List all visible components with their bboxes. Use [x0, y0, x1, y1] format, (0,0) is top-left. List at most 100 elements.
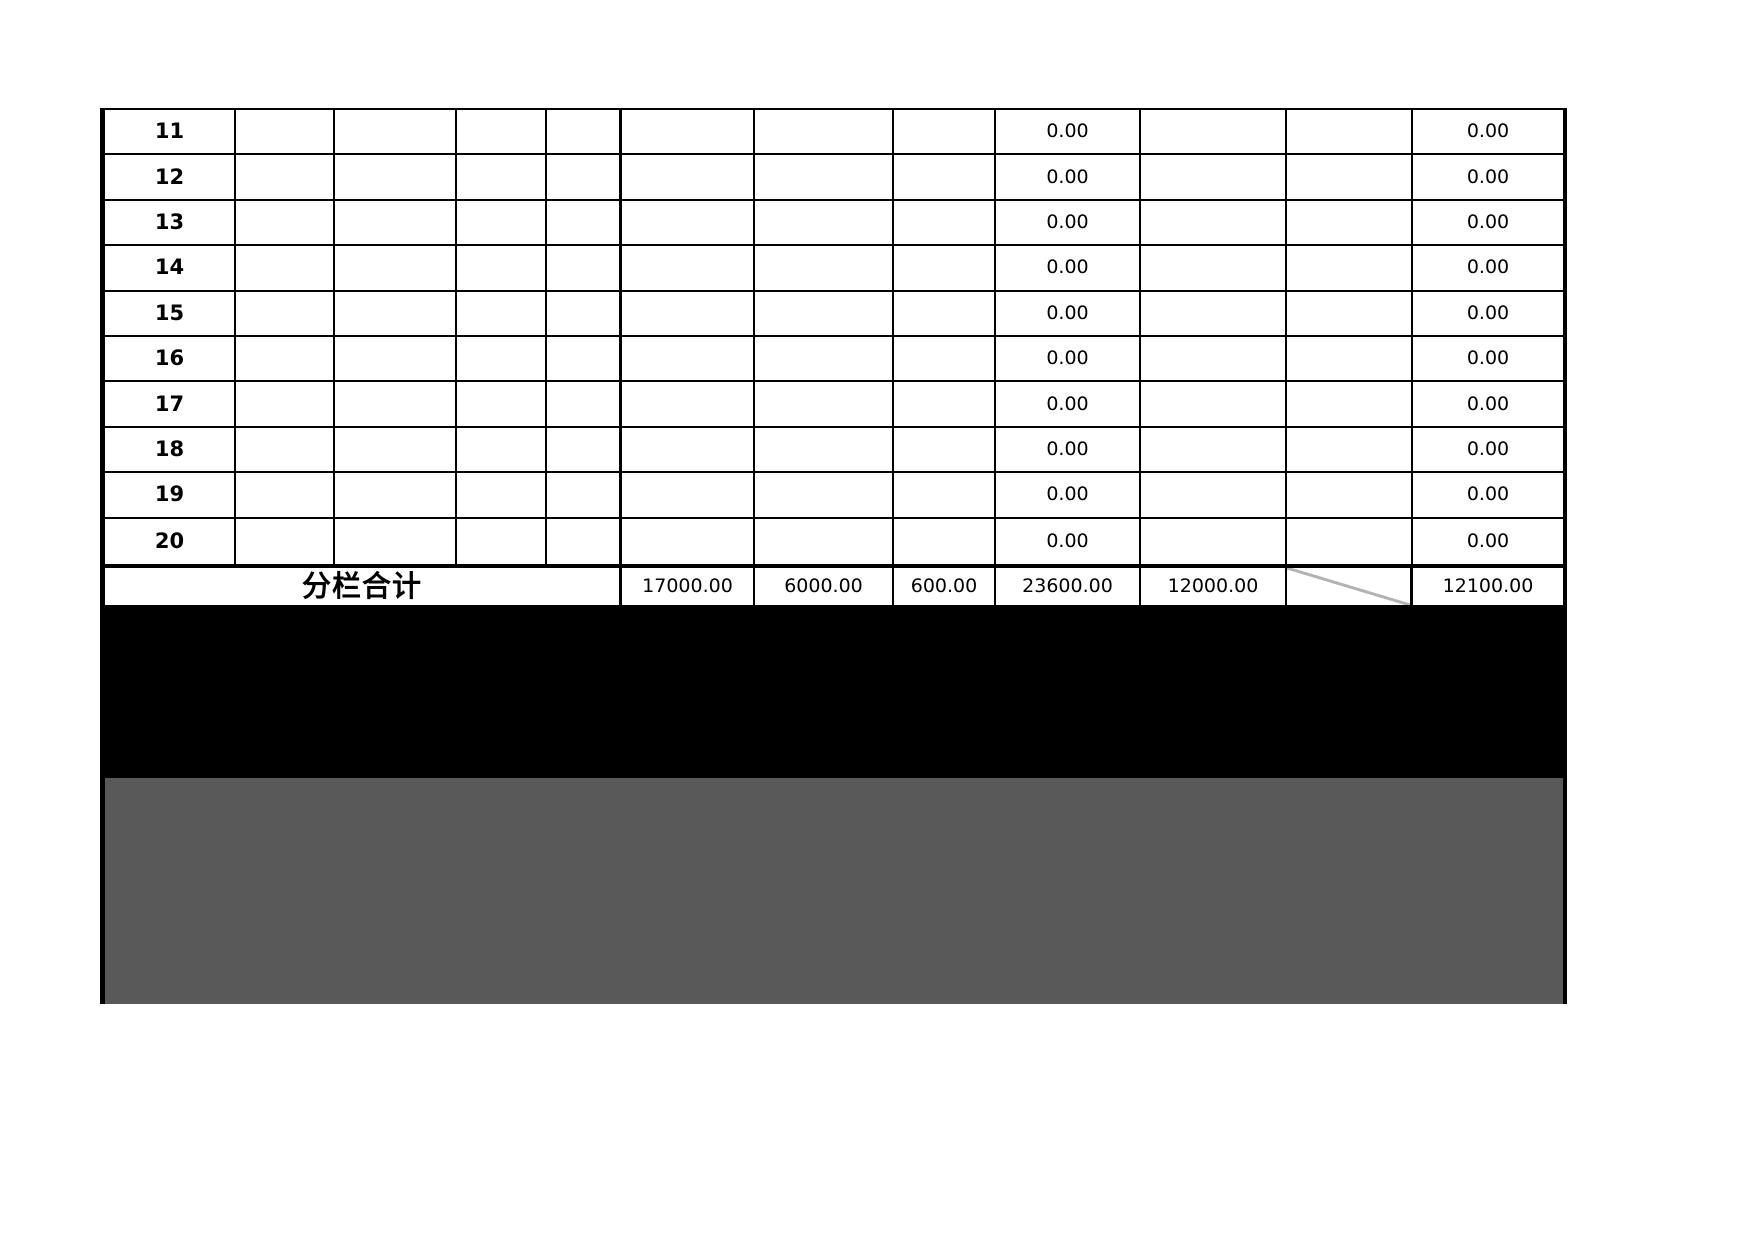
empty-cell[interactable] [547, 246, 622, 292]
totals-value-cell[interactable]: 6000.00 [755, 567, 894, 605]
empty-cell[interactable] [894, 427, 996, 474]
amount-cell[interactable]: 0.00 [1413, 427, 1563, 474]
totals-label-cell[interactable]: 分栏合计 [105, 567, 622, 605]
empty-cell[interactable] [236, 246, 335, 292]
empty-cell[interactable] [335, 382, 457, 428]
empty-cell[interactable] [1287, 200, 1413, 247]
empty-cell[interactable] [755, 246, 894, 292]
empty-cell[interactable] [622, 200, 755, 247]
empty-cell[interactable] [755, 291, 894, 337]
totals-value-cell[interactable]: 23600.00 [996, 567, 1141, 605]
empty-cell[interactable] [457, 518, 547, 564]
amount-cell[interactable]: 0.00 [996, 291, 1141, 337]
empty-cell[interactable] [755, 473, 894, 519]
empty-cell[interactable] [894, 382, 996, 428]
empty-cell[interactable] [236, 200, 335, 247]
amount-cell[interactable]: 0.00 [996, 200, 1141, 247]
empty-cell[interactable] [457, 155, 547, 201]
amount-cell[interactable]: 0.00 [1413, 110, 1563, 156]
empty-cell[interactable] [894, 155, 996, 201]
empty-cell[interactable] [1141, 110, 1287, 156]
empty-cell[interactable] [1287, 110, 1413, 156]
empty-cell[interactable] [457, 473, 547, 519]
empty-cell[interactable] [1287, 518, 1413, 564]
empty-cell[interactable] [457, 246, 547, 292]
empty-cell[interactable] [622, 473, 755, 519]
empty-cell[interactable] [1141, 427, 1287, 474]
empty-cell[interactable] [236, 518, 335, 564]
totals-value-cell[interactable]: 600.00 [894, 567, 996, 605]
empty-cell[interactable] [894, 110, 996, 156]
amount-cell[interactable]: 0.00 [1413, 336, 1563, 383]
amount-cell[interactable]: 0.00 [1413, 155, 1563, 201]
empty-cell[interactable] [1141, 473, 1287, 519]
amount-cell[interactable]: 0.00 [996, 336, 1141, 383]
row-number-cell[interactable]: 14 [105, 246, 236, 292]
empty-cell[interactable] [547, 291, 622, 337]
amount-cell[interactable]: 0.00 [996, 110, 1141, 156]
empty-cell[interactable] [622, 110, 755, 156]
empty-cell[interactable] [236, 291, 335, 337]
empty-cell[interactable] [236, 473, 335, 519]
empty-cell[interactable] [894, 200, 996, 247]
empty-cell[interactable] [335, 518, 457, 564]
empty-cell[interactable] [335, 427, 457, 474]
empty-cell[interactable] [755, 155, 894, 201]
empty-cell[interactable] [547, 382, 622, 428]
empty-cell[interactable] [1287, 427, 1413, 474]
totals-value-cell[interactable]: 17000.00 [622, 567, 755, 605]
empty-cell[interactable] [547, 473, 622, 519]
empty-cell[interactable] [547, 110, 622, 156]
row-number-cell[interactable]: 13 [105, 200, 236, 247]
empty-cell[interactable] [335, 155, 457, 201]
empty-cell[interactable] [547, 427, 622, 474]
empty-cell[interactable] [335, 336, 457, 383]
diagonal-slash-cell[interactable] [1287, 567, 1413, 605]
row-number-cell[interactable]: 17 [105, 382, 236, 428]
empty-cell[interactable] [1287, 291, 1413, 337]
empty-cell[interactable] [622, 336, 755, 383]
amount-cell[interactable]: 0.00 [996, 427, 1141, 474]
empty-cell[interactable] [547, 336, 622, 383]
empty-cell[interactable] [1141, 155, 1287, 201]
amount-cell[interactable]: 0.00 [996, 473, 1141, 519]
empty-cell[interactable] [894, 336, 996, 383]
row-number-cell[interactable]: 20 [105, 518, 236, 564]
empty-cell[interactable] [1141, 246, 1287, 292]
amount-cell[interactable]: 0.00 [1413, 518, 1563, 564]
empty-cell[interactable] [335, 291, 457, 337]
empty-cell[interactable] [755, 336, 894, 383]
empty-cell[interactable] [236, 382, 335, 428]
row-number-cell[interactable]: 18 [105, 427, 236, 474]
empty-cell[interactable] [457, 291, 547, 337]
empty-cell[interactable] [1141, 291, 1287, 337]
row-number-cell[interactable]: 19 [105, 473, 236, 519]
empty-cell[interactable] [457, 200, 547, 247]
empty-cell[interactable] [755, 110, 894, 156]
empty-cell[interactable] [1287, 382, 1413, 428]
amount-cell[interactable]: 0.00 [996, 246, 1141, 292]
empty-cell[interactable] [335, 110, 457, 156]
totals-value-cell[interactable]: 12100.00 [1413, 567, 1563, 605]
empty-cell[interactable] [622, 382, 755, 428]
empty-cell[interactable] [236, 155, 335, 201]
amount-cell[interactable]: 0.00 [996, 382, 1141, 428]
empty-cell[interactable] [894, 246, 996, 292]
empty-cell[interactable] [547, 200, 622, 247]
empty-cell[interactable] [457, 110, 547, 156]
empty-cell[interactable] [335, 246, 457, 292]
empty-cell[interactable] [755, 200, 894, 247]
row-number-cell[interactable]: 16 [105, 336, 236, 383]
empty-cell[interactable] [547, 518, 622, 564]
empty-cell[interactable] [755, 427, 894, 474]
row-number-cell[interactable]: 12 [105, 155, 236, 201]
amount-cell[interactable]: 0.00 [1413, 291, 1563, 337]
empty-cell[interactable] [894, 518, 996, 564]
empty-cell[interactable] [894, 473, 996, 519]
empty-cell[interactable] [1141, 518, 1287, 564]
empty-cell[interactable] [335, 200, 457, 247]
empty-cell[interactable] [547, 155, 622, 201]
amount-cell[interactable]: 0.00 [1413, 382, 1563, 428]
empty-cell[interactable] [622, 518, 755, 564]
row-number-cell[interactable]: 15 [105, 291, 236, 337]
